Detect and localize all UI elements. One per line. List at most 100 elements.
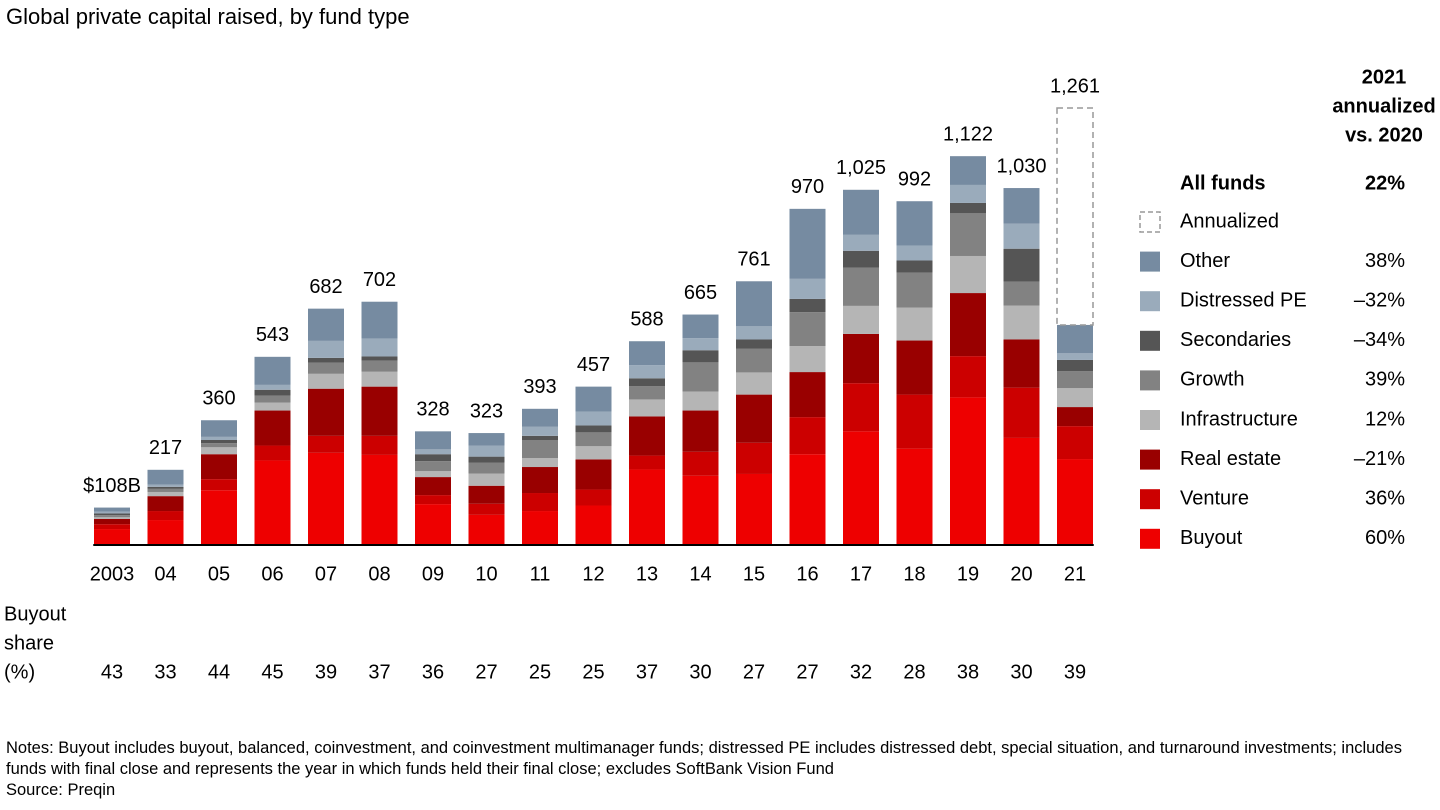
bar-segment [843, 234, 879, 251]
legend-label: Other [1180, 250, 1230, 272]
bar-segment [415, 431, 451, 450]
legend-swatch [1140, 330, 1160, 351]
bar-segment [682, 350, 719, 363]
chart-title: Global private capital raised, by fund t… [6, 4, 410, 29]
bar-segment [789, 346, 826, 373]
bar-segment [94, 507, 130, 512]
bar-segment [629, 365, 665, 379]
bar-segment [1003, 223, 1040, 249]
total-label: 970 [791, 176, 824, 198]
bar-segment [361, 386, 398, 436]
buyout-share: 44 [208, 661, 230, 683]
total-label: 1,025 [836, 157, 886, 179]
bar-segment [843, 250, 879, 268]
bar-segment [736, 442, 772, 474]
x-tick-label: 12 [582, 563, 604, 585]
x-tick-label: 04 [154, 563, 176, 585]
bar-segment [682, 391, 719, 411]
x-tick-label: 09 [422, 563, 444, 585]
bar-segment [1057, 359, 1093, 372]
buyout-share: 27 [796, 661, 818, 683]
legend-title: annualized [1332, 95, 1435, 117]
bar-segment [522, 435, 558, 440]
total-label: 217 [149, 437, 182, 459]
bar-segment [682, 362, 719, 392]
bar-segment [896, 201, 933, 246]
bar-segment [147, 496, 184, 512]
bar-segment [575, 386, 612, 412]
bar-segment [575, 459, 612, 490]
x-tick-label: 19 [957, 563, 979, 585]
bar-segment [254, 460, 291, 545]
bar-segment [736, 473, 772, 545]
bar-segment [308, 373, 344, 389]
bar-segment [682, 410, 719, 452]
legend-change: –34% [1354, 329, 1405, 351]
bar-segment [201, 479, 237, 491]
legend-change: 36% [1365, 487, 1405, 509]
bar-segment [682, 338, 719, 351]
bar-segment [94, 513, 130, 516]
bar-segment [629, 399, 665, 417]
bar-segment [950, 255, 986, 294]
bar-segment [147, 491, 184, 497]
bar-segment [575, 411, 612, 426]
total-label: $108B [83, 475, 141, 497]
bar-segment [896, 448, 933, 545]
legend-label: Buyout [1180, 527, 1243, 549]
bar-segment [94, 529, 130, 545]
bar-segment [147, 488, 184, 492]
bar-segment [361, 338, 398, 357]
buyout-share: 27 [743, 661, 765, 683]
total-label: 393 [523, 376, 556, 398]
bar-segment [94, 519, 130, 525]
total-label: 1,030 [996, 155, 1046, 177]
legend-swatch [1140, 449, 1160, 470]
bar-segment [896, 394, 933, 449]
bar-segment [736, 372, 772, 395]
buyout-share-label: share [4, 632, 54, 654]
bar-segment [522, 467, 558, 494]
source: Source: Preqin [6, 781, 116, 799]
bar-segment [1003, 339, 1040, 388]
bar-segment [94, 511, 130, 514]
buyout-share-label: (%) [4, 661, 35, 683]
bar-segment [522, 493, 558, 512]
x-tick-label: 07 [315, 563, 337, 585]
bar-segment [1057, 353, 1093, 360]
bar-segment [415, 471, 451, 478]
bar-segment [468, 503, 505, 515]
legend-label: Venture [1180, 487, 1249, 509]
bar-segment [682, 475, 719, 545]
buyout-share: 45 [261, 661, 283, 683]
bar-segment [896, 260, 933, 273]
buyout-share: 33 [154, 661, 176, 683]
bar-segment [201, 443, 237, 448]
bar-segment [361, 360, 398, 372]
total-label: 761 [737, 249, 770, 271]
legend-swatch [1140, 489, 1160, 510]
bar-segment [1056, 107, 1094, 326]
bar-segment [789, 454, 826, 545]
x-tick-label: 08 [368, 563, 390, 585]
legend-change: 12% [1365, 408, 1405, 430]
total-label: 1,122 [943, 123, 993, 145]
bar-segment [254, 384, 291, 390]
total-label: 457 [577, 354, 610, 376]
bar-segment [201, 420, 237, 437]
bar-segment [468, 445, 505, 457]
bar-segment [254, 356, 291, 385]
bar-segment [896, 272, 933, 308]
bar-segment [468, 433, 505, 446]
x-tick-label: 06 [261, 563, 283, 585]
legend-change: 38% [1365, 250, 1405, 272]
bar-segment [950, 213, 986, 256]
x-tick-label: 21 [1064, 563, 1086, 585]
bar-segment [201, 439, 237, 444]
bar-segment [522, 426, 558, 436]
x-tick-label: 11 [530, 563, 551, 585]
bar-segment [254, 410, 291, 446]
legend-change: –32% [1354, 289, 1405, 311]
bar-segment [843, 333, 879, 384]
bar-segment [789, 417, 826, 455]
